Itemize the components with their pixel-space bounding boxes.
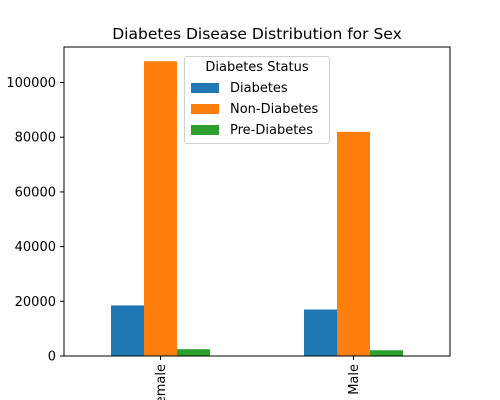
bar-pre-diabetes-male [370,350,403,356]
y-tick-label: 60000 [15,185,56,200]
legend-item-pre-diabetes: Pre-Diabetes [191,122,313,138]
legend-title: Diabetes Status [205,60,309,75]
bar-diabetes-female [111,305,144,356]
x-tick-label-male: Male [347,364,362,395]
bar-pre-diabetes-female [177,349,210,356]
legend: Diabetes Status Diabetes Non-Diabetes Pr… [184,56,330,144]
y-tick-label: 40000 [15,240,56,255]
bar-diabetes-male [304,309,337,356]
bar-non-diabetes-male [337,131,370,356]
x-axis: Female Male [154,356,362,400]
legend-label-pre-diabetes: Pre-Diabetes [230,122,314,138]
legend-swatch-diabetes [191,83,219,93]
legend-item-non-diabetes: Non-Diabetes [191,101,318,117]
y-tick-label: 100000 [6,76,56,91]
chart-title: Diabetes Disease Distribution for Sex [112,25,402,43]
legend-label-diabetes: Diabetes [230,80,288,96]
y-tick-label: 20000 [15,295,56,310]
legend-label-non-diabetes: Non-Diabetes [230,101,319,117]
y-tick-label: 0 [48,350,56,365]
x-tick-label-female: Female [154,364,169,400]
y-tick-label: 80000 [15,131,56,146]
bar-non-diabetes-female [144,61,177,356]
legend-swatch-pre-diabetes [191,125,219,135]
bars-group [111,61,403,356]
axes-frame [63,46,451,357]
y-axis: 0 20000 40000 60000 80000 100000 [6,76,64,365]
legend-item-diabetes: Diabetes [191,80,288,96]
legend-swatch-non-diabetes [191,104,219,114]
